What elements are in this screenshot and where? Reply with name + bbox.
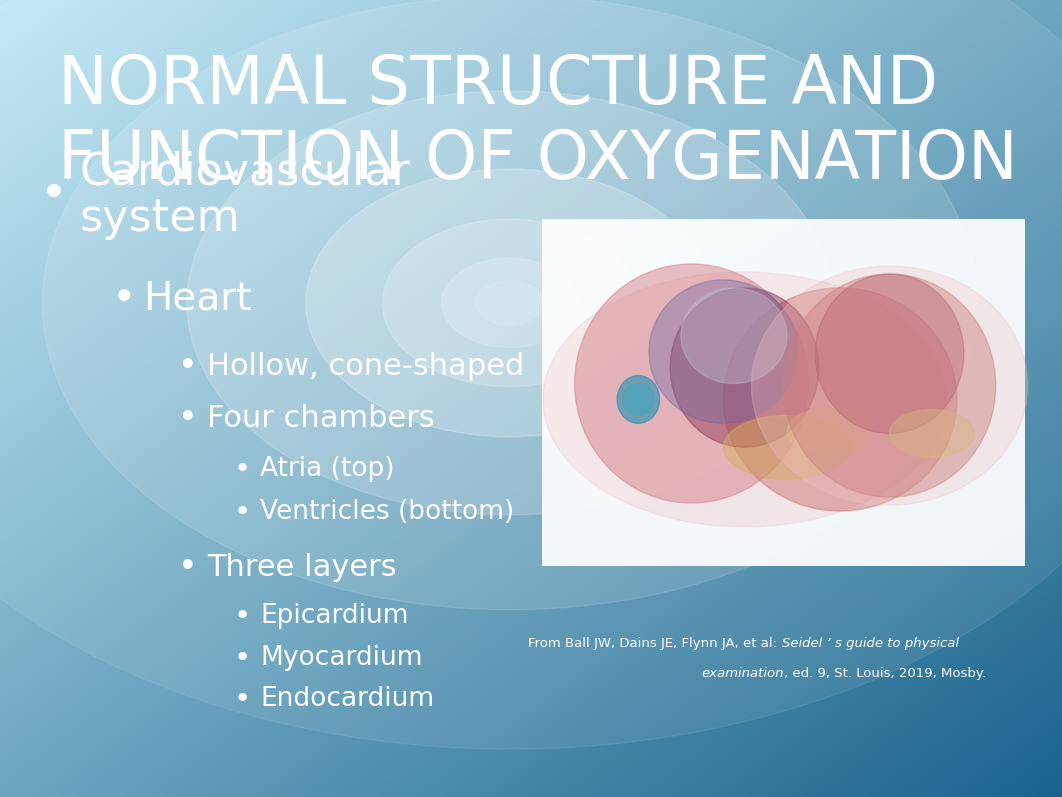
Ellipse shape — [681, 288, 787, 383]
Text: •: • — [234, 602, 251, 630]
Ellipse shape — [0, 0, 1062, 749]
Ellipse shape — [622, 383, 654, 415]
Text: Cardiovascular
system: Cardiovascular system — [80, 151, 411, 240]
Text: Heart: Heart — [143, 280, 252, 318]
Text: •: • — [178, 350, 198, 383]
Text: •: • — [234, 454, 251, 483]
Ellipse shape — [382, 219, 637, 387]
Ellipse shape — [787, 407, 872, 455]
Ellipse shape — [723, 288, 957, 511]
Ellipse shape — [890, 410, 975, 457]
Text: •: • — [112, 278, 136, 320]
Text: •: • — [178, 551, 198, 584]
Ellipse shape — [723, 415, 851, 479]
Ellipse shape — [670, 288, 819, 447]
Text: Atria (top): Atria (top) — [260, 456, 395, 481]
Ellipse shape — [306, 169, 714, 437]
Text: Hollow, cone-shaped: Hollow, cone-shaped — [207, 352, 525, 381]
Ellipse shape — [42, 0, 977, 610]
Ellipse shape — [476, 281, 544, 325]
Text: •: • — [234, 498, 251, 527]
Text: Three layers: Three layers — [207, 553, 397, 582]
Text: examination: examination — [701, 667, 784, 680]
Ellipse shape — [575, 264, 808, 503]
Text: Epicardium: Epicardium — [260, 603, 409, 629]
Ellipse shape — [617, 375, 660, 423]
Text: •: • — [234, 685, 251, 713]
Text: Four chambers: Four chambers — [207, 404, 434, 433]
Text: •: • — [234, 643, 251, 672]
Text: Ventricles (bottom): Ventricles (bottom) — [260, 500, 514, 525]
Ellipse shape — [784, 274, 996, 497]
Text: •: • — [178, 402, 198, 435]
Ellipse shape — [543, 272, 946, 527]
Ellipse shape — [649, 280, 798, 423]
Text: Myocardium: Myocardium — [260, 645, 423, 670]
Text: NORMAL STRUCTURE AND
FUNCTION OF OXYGENATION: NORMAL STRUCTURE AND FUNCTION OF OXYGENA… — [58, 52, 1018, 193]
Ellipse shape — [187, 91, 833, 515]
Ellipse shape — [816, 274, 964, 434]
Text: •: • — [40, 173, 68, 218]
Text: Seidel ’ s guide to physical: Seidel ’ s guide to physical — [782, 638, 959, 650]
FancyBboxPatch shape — [542, 219, 1025, 566]
Text: Endocardium: Endocardium — [260, 686, 434, 712]
Ellipse shape — [442, 258, 578, 347]
Ellipse shape — [752, 266, 1028, 505]
Text: From Ball JW, Dains JE, Flynn JA, et al:: From Ball JW, Dains JE, Flynn JA, et al: — [529, 638, 782, 650]
Text: , ed. 9, St. Louis, 2019, Mosby.: , ed. 9, St. Louis, 2019, Mosby. — [784, 667, 986, 680]
